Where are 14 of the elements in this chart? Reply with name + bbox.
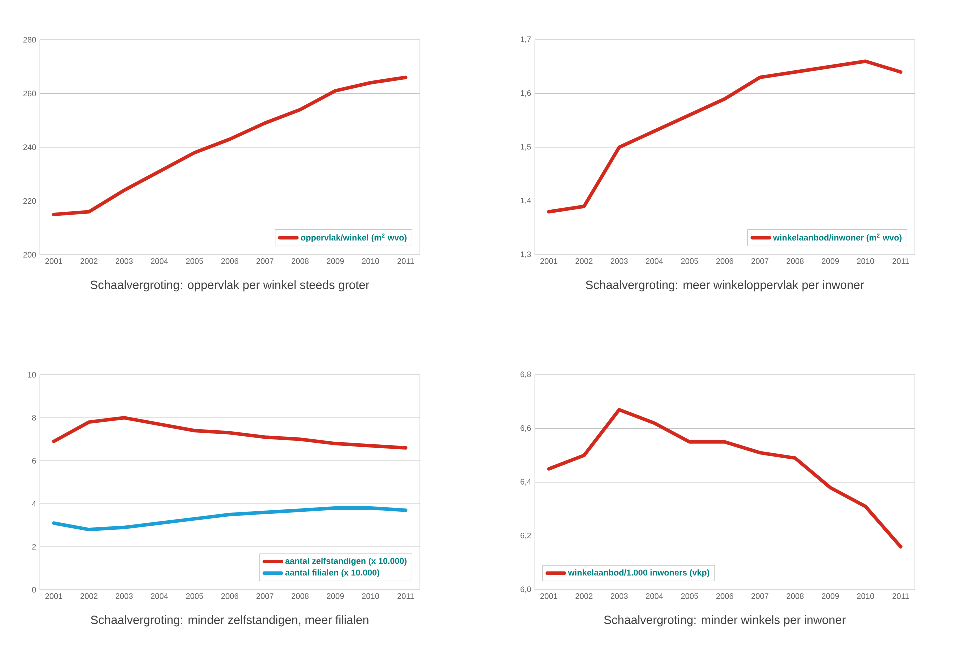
legend-label: aantal zelfstandigen (x 10.000) xyxy=(286,558,407,566)
text: Schaalvergroting: oppervlak per winkel steeds groter xyxy=(90,280,370,292)
line-series xyxy=(547,408,903,549)
legend-label: aantal filialen (x 10.000) xyxy=(286,570,380,578)
legend-label: winkelaanbod/inwoner (m$^{2}$ wvo) xyxy=(773,234,902,242)
text: Schaalvergroting: meer winkeloppervlak per inwoner xyxy=(586,280,864,292)
legend-label: oppervlak/winkel (m$^{2}$ wvo) xyxy=(301,234,407,242)
text: Schaalvergroting: minder zelfstandigen, meer filialen xyxy=(91,616,369,627)
text: Schaalvergroting: minder winkels per inwoner xyxy=(604,616,846,627)
line-series xyxy=(52,76,408,216)
legend-label: winkelaanbod/1.000 inwoners (vkp) xyxy=(568,570,710,578)
line-series xyxy=(52,506,408,532)
line-series xyxy=(547,60,903,214)
line-series xyxy=(52,416,408,450)
